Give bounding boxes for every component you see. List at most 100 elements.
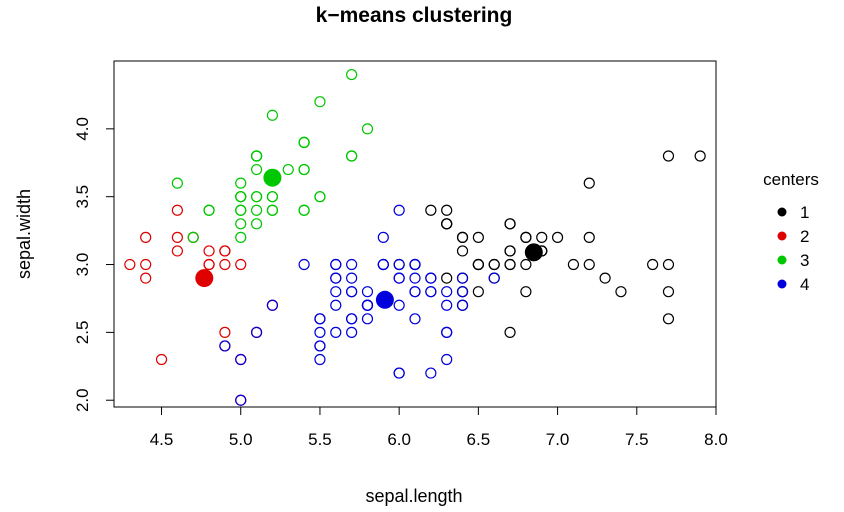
- legend-marker-3: [777, 255, 787, 265]
- x-tick-label: 8.0: [704, 430, 728, 449]
- data-point-cluster-4: [361, 286, 374, 298]
- data-point-cluster-2: [124, 258, 136, 271]
- data-point-cluster-3: [250, 150, 263, 162]
- x-tick-label: 5.0: [229, 430, 253, 449]
- y-axis: 2.0 2.5 3.0 3.5 4.0: [73, 117, 115, 412]
- y-tick-label: 3.5: [73, 185, 92, 209]
- data-point-cluster-2: [140, 272, 152, 284]
- legend-label-2: 2: [800, 227, 809, 246]
- data-point-cluster-4: [330, 286, 342, 298]
- y-tick-label: 2.5: [73, 321, 92, 345]
- data-point-cluster-1: [441, 218, 453, 230]
- data-point-cluster-1: [472, 286, 484, 298]
- data-point-cluster-3: [203, 204, 215, 216]
- data-point-cluster-1: [615, 286, 627, 298]
- data-point-cluster-1: [456, 231, 469, 243]
- data-point-cluster-3: [235, 204, 247, 216]
- data-point-cluster-3: [235, 231, 247, 243]
- data-point-cluster-4: [330, 299, 342, 311]
- x-tick-label: 6.5: [467, 430, 491, 449]
- data-point-cluster-3: [266, 191, 279, 203]
- data-point-cluster-4: [441, 326, 453, 338]
- data-point-cluster-4: [441, 286, 453, 298]
- legend-title: centers: [763, 170, 819, 189]
- data-point-cluster-3: [298, 136, 310, 149]
- data-point-cluster-4: [393, 367, 405, 379]
- data-point-cluster-4: [298, 258, 310, 271]
- data-point-cluster-1: [520, 258, 532, 271]
- data-point-cluster-4: [346, 258, 358, 271]
- legend-label-1: 1: [800, 203, 809, 222]
- data-point-cluster-4: [456, 299, 469, 311]
- data-point-cluster-3: [235, 191, 247, 203]
- data-point-cluster-1: [551, 231, 564, 243]
- x-axis: 4.5 5.0 5.5 6.0 6.5 7.0 7.5 8.0: [150, 406, 728, 449]
- data-point-cluster-3: [282, 163, 294, 176]
- data-point-cluster-2: [219, 326, 231, 338]
- data-point-cluster-4: [409, 258, 421, 271]
- cluster-center-1: [524, 243, 543, 262]
- data-point-cluster-3: [187, 231, 199, 243]
- data-point-cluster-1: [472, 231, 484, 243]
- x-axis-label: sepal.length: [365, 486, 462, 506]
- data-point-cluster-2: [235, 258, 247, 271]
- data-point-cluster-4: [314, 340, 326, 352]
- data-point-cluster-1: [441, 272, 453, 284]
- y-tick-label: 4.0: [73, 117, 92, 141]
- data-point-cluster-3: [250, 204, 263, 216]
- data-point-cluster-2: [140, 258, 152, 271]
- y-axis-label: sepal.width: [14, 189, 34, 279]
- data-point-cluster-1: [472, 258, 484, 271]
- data-point-cluster-2: [219, 258, 231, 271]
- data-point-cluster-4: [409, 286, 421, 298]
- data-point-cluster-1: [504, 245, 516, 257]
- data-point-cluster-3: [298, 204, 310, 216]
- x-tick-label: 7.0: [546, 430, 570, 449]
- data-point-cluster-4: [425, 286, 437, 298]
- data-point-cluster-1: [583, 231, 595, 243]
- data-point-cluster-4: [425, 367, 437, 379]
- data-point-cluster-3: [171, 177, 183, 189]
- data-point-cluster-4: [314, 353, 326, 366]
- data-point-cluster-1: [504, 218, 516, 230]
- data-point-cluster-1: [520, 286, 532, 298]
- data-point-cluster-4: [409, 313, 421, 325]
- data-point-cluster-1: [441, 204, 453, 216]
- data-point-cluster-4: [314, 326, 326, 338]
- data-point-cluster-4: [250, 326, 263, 338]
- data-point-cluster-2: [203, 245, 215, 257]
- data-point-cluster-3: [235, 218, 247, 230]
- data-point-cluster-4: [456, 272, 469, 284]
- data-point-cluster-1: [662, 313, 675, 325]
- data-point-cluster-4: [346, 326, 358, 338]
- data-point-cluster-1: [647, 258, 659, 271]
- data-point-cluster-4: [346, 313, 358, 325]
- data-point-cluster-4: [441, 353, 453, 366]
- data-point-cluster-3: [266, 204, 279, 216]
- data-point-cluster-4: [330, 272, 342, 284]
- data-point-cluster-3: [298, 163, 310, 176]
- data-point-cluster-4: [314, 313, 326, 325]
- data-point-cluster-4: [393, 204, 405, 216]
- data-point-cluster-1: [520, 231, 532, 243]
- data-point-cluster-4: [377, 231, 389, 243]
- x-tick-label: 5.5: [308, 430, 332, 449]
- data-point-cluster-1: [662, 286, 675, 298]
- data-point-cluster-3: [314, 191, 326, 203]
- data-point-cluster-3: [266, 109, 279, 121]
- data-point-cluster-2: [171, 245, 183, 257]
- legend-label-3: 3: [800, 251, 809, 270]
- data-point-cluster-3: [250, 218, 263, 230]
- data-point-cluster-4: [393, 272, 405, 284]
- data-point-cluster-4: [425, 272, 437, 284]
- data-point-cluster-1: [662, 258, 675, 271]
- data-point-cluster-1: [583, 177, 595, 189]
- data-points: [124, 68, 706, 406]
- legend-marker-2: [777, 231, 787, 241]
- data-point-cluster-1: [504, 258, 516, 271]
- data-point-cluster-2: [203, 258, 215, 271]
- data-point-cluster-1: [583, 258, 595, 271]
- legend-label-4: 4: [800, 275, 809, 294]
- data-point-cluster-4: [488, 272, 500, 284]
